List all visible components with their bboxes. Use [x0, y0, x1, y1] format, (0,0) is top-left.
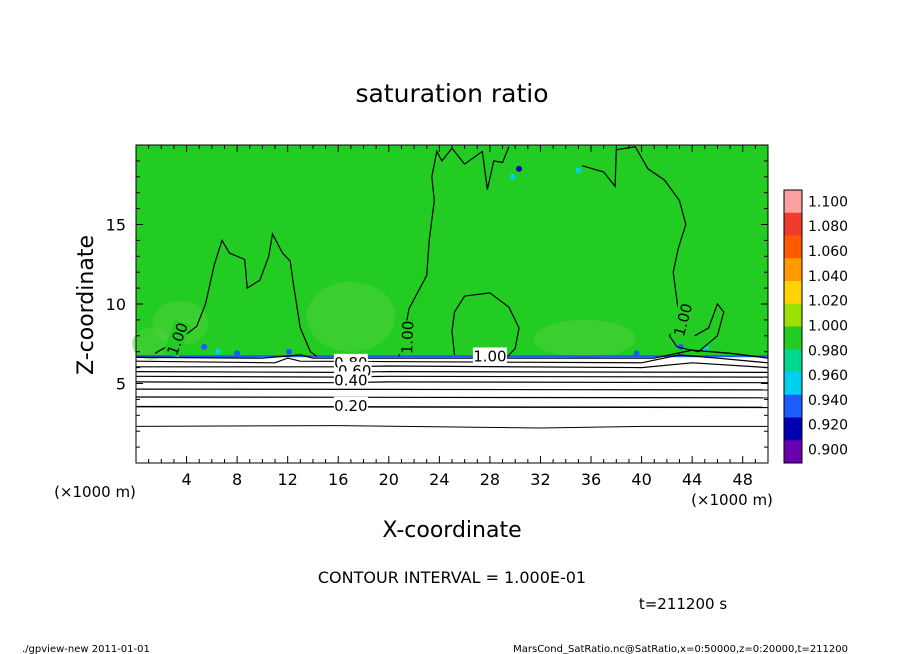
contour-label-bg — [398, 320, 416, 355]
colorbar: 1.100 1.080 1.060 1.040 1.020 1.000 0.980 0.960… — [783, 189, 848, 464]
colorbar-label: 0.900 — [808, 443, 848, 459]
x-unit-label-left: (×1000 m) — [54, 483, 136, 501]
footer-left: ./gpview-new 2011-01-01 — [22, 644, 150, 654]
contour-line-0.20 — [135, 405, 769, 409]
x-tick-label: 36 — [581, 470, 601, 489]
y-axis: 5 10 15 — [106, 160, 768, 448]
plot-area: 1.001.001.001.000.800.600.400.20 — [132, 144, 769, 464]
x-tick-label: 20 — [379, 470, 399, 489]
contour-lines — [135, 145, 769, 429]
x-axis-label: X-coordinate — [382, 518, 521, 543]
contour-label: 1.00 — [398, 320, 417, 354]
moisture-spot — [633, 350, 640, 357]
colorbar-label: 0.980 — [808, 343, 848, 359]
colorbar-swatch — [784, 372, 802, 396]
contour-line-0.30 — [135, 396, 769, 399]
field-shading — [132, 165, 768, 463]
contour-label-group: 0.20 — [333, 396, 368, 415]
dry-layer — [136, 356, 768, 463]
colorbar-swatch — [784, 417, 802, 441]
x-tick-label: 28 — [480, 470, 500, 489]
colorbar-swatch — [784, 212, 802, 236]
x-tick-label: 32 — [530, 470, 550, 489]
moist-patch — [132, 327, 171, 360]
moisture-spot — [201, 343, 208, 350]
contour-label-bg — [333, 371, 368, 388]
contour-line-0.40 — [135, 388, 769, 391]
contour-line-0.90 — [135, 354, 769, 364]
x-tick-label: 4 — [181, 470, 191, 489]
contour-label-bg — [163, 319, 191, 358]
x-tick-label: 48 — [733, 470, 753, 489]
colorbar-swatch — [784, 235, 802, 259]
colorbar-swatch — [784, 440, 802, 464]
moisture-spot — [509, 173, 516, 180]
moisture-spot — [285, 348, 292, 355]
x-tick-label: 8 — [232, 470, 242, 489]
x-axis: 4 8 12 16 20 24 28 32 36 40 44 48 — [148, 145, 756, 489]
y-tick-label: 5 — [116, 375, 126, 394]
x-tick-label: 40 — [631, 470, 651, 489]
contour-line-0.70 — [135, 370, 769, 374]
moisture-spot — [575, 167, 582, 174]
moisture-spot — [234, 350, 241, 357]
contour-label-bg — [670, 301, 695, 339]
contour-line-1.00-dome — [451, 292, 520, 357]
colorbar-label: 1.060 — [808, 244, 848, 260]
colorbar-label: 1.100 — [808, 194, 848, 210]
contour-line-1.00-center — [398, 146, 510, 357]
contour-label-group: 0.40 — [333, 371, 368, 389]
contour-line-1.00-left — [154, 232, 318, 357]
contour-line-0.60 — [135, 375, 769, 378]
contour-label-bg — [472, 347, 507, 364]
moisture-spot — [515, 165, 522, 172]
footer-right: MarsCond_SatRatio.nc@SatRatio,x=0:50000,… — [513, 644, 848, 654]
contour-label-group: 1.00 — [398, 320, 417, 355]
colorbar-label: 1.040 — [808, 269, 848, 285]
contour-label: 0.20 — [334, 397, 367, 415]
x-tick-label: 12 — [278, 470, 298, 489]
colorbar-swatch — [784, 326, 802, 350]
y-axis-label: Z-coordinate — [74, 235, 99, 375]
chart-title: saturation ratio — [355, 79, 548, 108]
contour-line-0.50 — [135, 381, 769, 384]
colorbar-swatch — [784, 394, 802, 418]
x-unit-label-right: (×1000 m) — [691, 491, 773, 509]
x-tick-label: 44 — [682, 470, 702, 489]
contour-label-bg — [333, 396, 368, 413]
contour-line-1.00-right — [582, 145, 725, 353]
moisture-spot — [215, 348, 222, 355]
moist-patch — [534, 319, 636, 359]
y-tick-label: 10 — [106, 295, 126, 314]
colorbar-swatch — [784, 281, 802, 305]
x-tick-label: 16 — [328, 470, 348, 489]
contour-label: 1.00 — [473, 347, 506, 365]
colorbar-frame — [783, 189, 803, 464]
x-tick-label: 24 — [429, 470, 449, 489]
contour-label: 0.40 — [334, 371, 367, 389]
colorbar-label: 1.020 — [808, 294, 848, 310]
colorbar-label: 0.920 — [808, 418, 848, 434]
colorbar-swatch — [784, 258, 802, 282]
contour-label-group: 1.00 — [472, 347, 507, 365]
colorbar-label: 1.080 — [808, 219, 848, 235]
contour-line-0.10 — [135, 425, 768, 429]
contour-line-0.80 — [136, 362, 769, 369]
colorbar-label: 0.940 — [808, 393, 848, 409]
colorbar-label: 1.000 — [808, 318, 848, 334]
time-label: t=211200 s — [639, 595, 727, 613]
contour-line-1.00-base — [135, 349, 769, 359]
saturation-boundary — [136, 355, 768, 358]
colorbar-swatch — [784, 349, 802, 373]
colorbar-swatch — [784, 303, 802, 327]
contour-interval-label: CONTOUR INTERVAL = 1.000E-01 — [318, 568, 586, 587]
colorbar-label: 0.960 — [808, 368, 848, 384]
moist-patch — [306, 281, 396, 352]
y-tick-label: 15 — [106, 216, 126, 235]
colorbar-swatch — [784, 190, 802, 214]
